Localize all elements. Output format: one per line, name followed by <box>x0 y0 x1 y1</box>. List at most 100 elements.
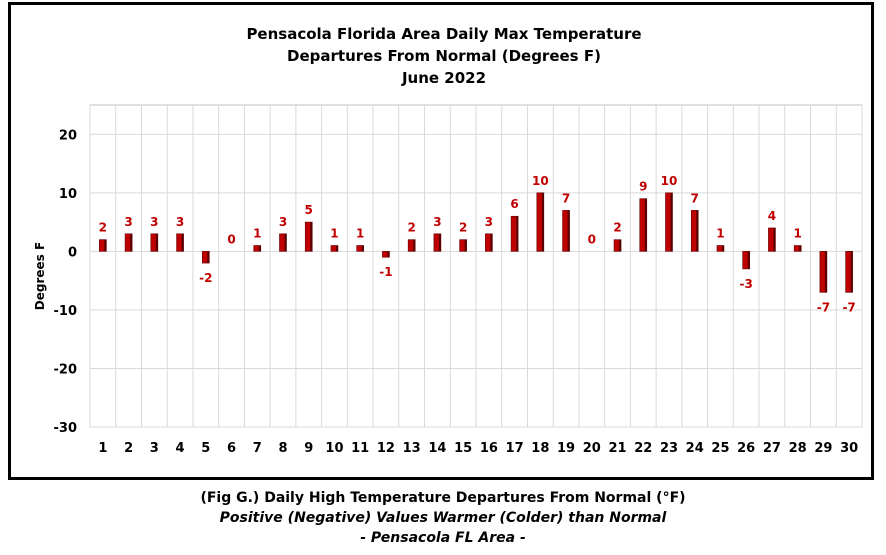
data-label: 2 <box>459 221 467 235</box>
x-tick-label: 13 <box>403 441 421 456</box>
bar-shade <box>541 192 544 252</box>
chart-title-line-2: Departures From Normal (Degrees F) <box>287 47 601 65</box>
y-axis-ticks: 20 10 0 -10 -20 -30 <box>54 128 78 436</box>
caption-line-2: Positive (Negative) Values Warmer (Colde… <box>219 510 667 526</box>
bar-shade <box>799 245 802 252</box>
x-tick-label: 6 <box>227 441 236 456</box>
x-tick-label: 26 <box>737 441 755 456</box>
data-label: 3 <box>485 215 493 229</box>
data-label: 1 <box>253 227 261 241</box>
x-tick-label: 10 <box>325 441 343 456</box>
y-tick-label: 10 <box>59 187 77 202</box>
data-label: -1 <box>379 265 392 279</box>
caption-line-1: (Fig G.) Daily High Temperature Departur… <box>200 490 686 506</box>
chart-title-line-3: June 2022 <box>401 69 486 87</box>
bar-shade <box>696 210 699 252</box>
data-label: 10 <box>661 174 678 188</box>
x-tick-label: 21 <box>608 441 626 456</box>
data-label: 3 <box>124 215 132 229</box>
bar-shade <box>387 251 390 258</box>
data-label: -7 <box>817 300 830 314</box>
data-label: 0 <box>588 232 596 246</box>
bar-shade <box>155 233 158 252</box>
x-tick-label: 18 <box>531 441 549 456</box>
figure-caption: (Fig G.) Daily High Temperature Departur… <box>0 488 886 548</box>
x-tick-label: 28 <box>789 441 807 456</box>
x-tick-label: 22 <box>634 441 652 456</box>
data-label: -7 <box>842 300 855 314</box>
y-tick-label: 20 <box>59 128 77 143</box>
x-tick-label: 7 <box>253 441 262 456</box>
x-tick-label: 30 <box>840 441 858 456</box>
bar-shade <box>181 233 184 252</box>
data-label: 4 <box>768 209 776 223</box>
x-tick-label: 8 <box>278 441 287 456</box>
chart-title: Pensacola Florida Area Daily Max Tempera… <box>246 25 641 87</box>
data-label: 7 <box>562 191 570 205</box>
x-tick-label: 12 <box>377 441 395 456</box>
chart-title-line-1: Pensacola Florida Area Daily Max Tempera… <box>246 25 641 43</box>
bar-shade <box>104 239 107 252</box>
bar-shade <box>644 198 647 252</box>
bar-shade <box>773 227 776 252</box>
bar-shade <box>670 192 673 252</box>
data-label: 1 <box>793 227 801 241</box>
y-tick-label: 0 <box>68 245 77 260</box>
bar-shade <box>567 210 570 252</box>
bar-shade <box>824 251 827 293</box>
bars <box>99 192 853 293</box>
data-label: 1 <box>330 227 338 241</box>
bar-shade <box>490 233 493 252</box>
x-tick-label: 1 <box>98 441 107 456</box>
data-label: 5 <box>305 203 313 217</box>
data-label: 2 <box>407 221 415 235</box>
y-tick-label: -10 <box>54 304 78 319</box>
caption-line-3: - Pensacola FL Area - <box>360 530 526 546</box>
bar-shade <box>310 222 313 252</box>
data-label: 1 <box>716 227 724 241</box>
x-tick-label: 3 <box>150 441 159 456</box>
bar-shade <box>438 233 441 252</box>
x-tick-label: 20 <box>583 441 601 456</box>
bar-shade <box>258 245 261 252</box>
bar-shade <box>335 245 338 252</box>
bar <box>124 233 133 252</box>
data-label: 1 <box>356 227 364 241</box>
x-tick-label: 19 <box>557 441 575 456</box>
x-tick-label: 17 <box>506 441 524 456</box>
bar-shade <box>130 233 133 252</box>
data-label: -3 <box>740 277 753 291</box>
x-tick-label: 23 <box>660 441 678 456</box>
data-label: 2 <box>613 221 621 235</box>
bar-shade <box>207 251 210 264</box>
bar-shade <box>361 245 364 252</box>
gridlines <box>89 105 863 428</box>
data-label: 0 <box>227 232 235 246</box>
bar-shade <box>619 239 622 252</box>
chart: Pensacola Florida Area Daily Max Tempera… <box>33 25 863 456</box>
x-tick-label: 11 <box>351 441 369 456</box>
chart-frame: Pensacola Florida Area Daily Max Tempera… <box>8 2 874 480</box>
data-label: 3 <box>150 215 158 229</box>
data-label: 2 <box>99 221 107 235</box>
bar-shade <box>850 251 853 293</box>
data-label: 7 <box>691 191 699 205</box>
x-tick-label: 5 <box>201 441 210 456</box>
x-axis-ticks: 1 2 3 4 5 6 7 8 9 10 11 12 13 14 15 16 17 18 19 20 21 22 23 24 2… <box>98 441 858 456</box>
x-tick-label: 2 <box>124 441 133 456</box>
data-labels: 2 3 3 3 -2 0 1 3 5 1 1 -1 2 3 2 3 6 10 7 0 2 9 10 7 1 -3 4 1 -7 -7 <box>99 174 856 315</box>
x-tick-label: 15 <box>454 441 472 456</box>
bar-shade <box>464 239 467 252</box>
bar-shade <box>516 216 519 252</box>
data-label: 3 <box>279 215 287 229</box>
x-tick-label: 16 <box>480 441 498 456</box>
y-axis-label: Degrees F <box>33 242 47 310</box>
data-label: 3 <box>433 215 441 229</box>
x-tick-label: 29 <box>814 441 832 456</box>
data-label: 3 <box>176 215 184 229</box>
bar-shade <box>747 251 750 269</box>
x-tick-label: 24 <box>686 441 704 456</box>
x-tick-label: 14 <box>428 441 446 456</box>
x-tick-label: 25 <box>711 441 729 456</box>
x-tick-label: 9 <box>304 441 313 456</box>
